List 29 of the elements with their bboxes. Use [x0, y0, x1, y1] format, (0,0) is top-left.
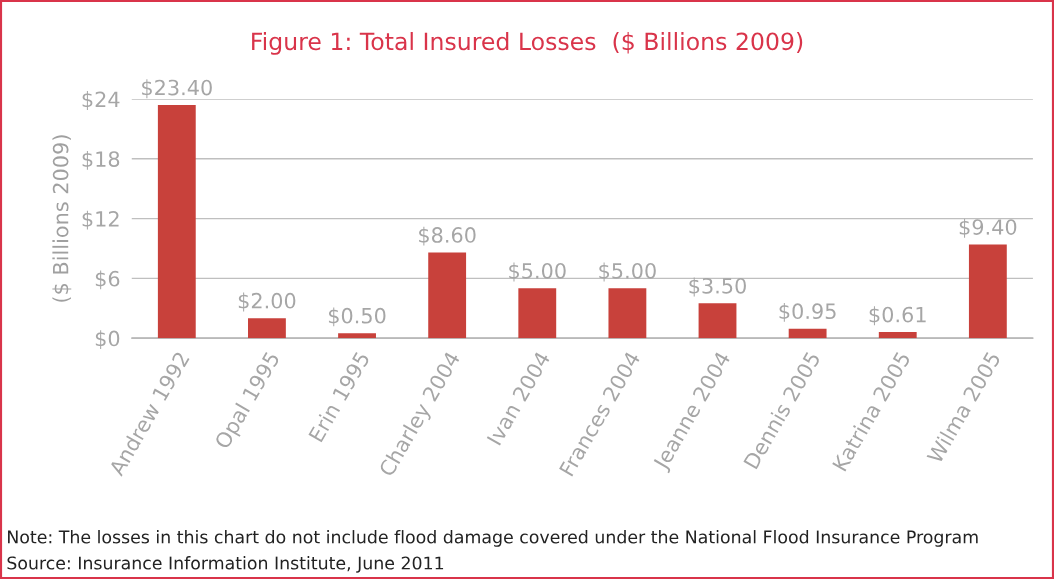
- text: Note: The losses in this chart do not include flood damage covered under the National Flood Insurance Program: [8, 530, 978, 547]
- data-label: $8.60: [419, 226, 476, 246]
- bar: [518, 288, 557, 339]
- bar: [338, 333, 376, 339]
- chart-title: Figure 1: Total Insured Losses ($ Billions 2009): [252, 32, 803, 55]
- bar: [878, 332, 917, 339]
- data-label: $2.00: [238, 292, 296, 312]
- y-tick-label: $12: [82, 210, 119, 230]
- bar: [608, 288, 647, 339]
- source-note: Source: Insurance Information Institute, June 2011: [7, 556, 444, 573]
- data-label: $5.00: [599, 262, 656, 282]
- y-tick-label: $0: [95, 330, 120, 350]
- data-label: $0.61: [869, 306, 926, 326]
- y-tick-label: $6: [95, 270, 120, 290]
- y-tick-label: $24: [82, 91, 120, 110]
- bar: [698, 303, 737, 339]
- bar: [788, 328, 827, 339]
- y-tick-label: $18: [82, 150, 120, 170]
- bar: [157, 104, 196, 339]
- bar: [248, 318, 286, 339]
- data-label: $0.50: [328, 307, 386, 327]
- data-label: $9.40: [959, 218, 1017, 238]
- bar: [968, 244, 1007, 339]
- bar: [428, 252, 467, 339]
- data-label: $0.95: [779, 302, 836, 322]
- data-label: $3.50: [689, 277, 746, 297]
- data-label: $23.40: [142, 79, 212, 99]
- data-label: $5.00: [509, 262, 566, 282]
- y-axis-title: ($ Billions 2009): [52, 135, 72, 302]
